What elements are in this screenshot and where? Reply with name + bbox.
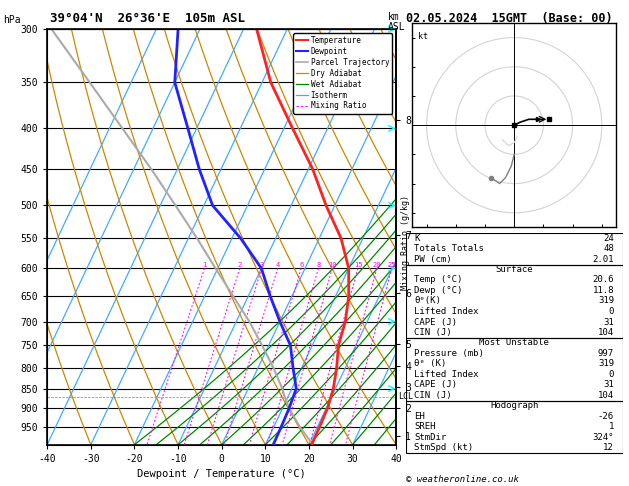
Text: 319: 319 xyxy=(598,359,614,368)
Text: 02.05.2024  15GMT  (Base: 00): 02.05.2024 15GMT (Base: 00) xyxy=(406,12,612,25)
Text: 24: 24 xyxy=(603,234,614,243)
Text: 3: 3 xyxy=(260,262,264,268)
Text: 0: 0 xyxy=(609,307,614,316)
Text: 10: 10 xyxy=(328,262,337,268)
Text: 104: 104 xyxy=(598,328,614,337)
Text: © weatheronline.co.uk: © weatheronline.co.uk xyxy=(406,475,518,484)
Text: 25: 25 xyxy=(387,262,396,268)
Text: 997: 997 xyxy=(598,348,614,358)
Text: θᵉ(K): θᵉ(K) xyxy=(415,296,442,306)
Text: 319: 319 xyxy=(598,296,614,306)
Text: CAPE (J): CAPE (J) xyxy=(415,318,457,327)
Text: Mixing Ratio (g/kg): Mixing Ratio (g/kg) xyxy=(401,195,410,291)
Text: StmDir: StmDir xyxy=(415,433,447,442)
Text: km: km xyxy=(388,12,400,22)
Text: 324°: 324° xyxy=(593,433,614,442)
Text: LCL: LCL xyxy=(398,392,413,401)
Text: 104: 104 xyxy=(598,391,614,400)
Text: 39°04'N  26°36'E  105m ASL: 39°04'N 26°36'E 105m ASL xyxy=(50,12,245,25)
Text: 0: 0 xyxy=(609,370,614,379)
Text: 11.8: 11.8 xyxy=(593,286,614,295)
Text: 4: 4 xyxy=(276,262,280,268)
Text: StmSpd (kt): StmSpd (kt) xyxy=(415,443,474,452)
Text: EH: EH xyxy=(415,412,425,420)
Text: PW (cm): PW (cm) xyxy=(415,255,452,264)
Text: 12: 12 xyxy=(603,443,614,452)
Text: θᵉ (K): θᵉ (K) xyxy=(415,359,447,368)
Text: 31: 31 xyxy=(603,381,614,389)
Text: CIN (J): CIN (J) xyxy=(415,391,452,400)
Text: SREH: SREH xyxy=(415,422,436,431)
Text: Pressure (mb): Pressure (mb) xyxy=(415,348,484,358)
Text: 1: 1 xyxy=(203,262,206,268)
Text: 2.01: 2.01 xyxy=(593,255,614,264)
Text: Temp (°C): Temp (°C) xyxy=(415,275,463,284)
Text: 2: 2 xyxy=(238,262,242,268)
Text: 20: 20 xyxy=(372,262,381,268)
Legend: Temperature, Dewpoint, Parcel Trajectory, Dry Adiabat, Wet Adiabat, Isotherm, Mi: Temperature, Dewpoint, Parcel Trajectory… xyxy=(293,33,392,114)
Text: 31: 31 xyxy=(603,318,614,327)
Text: 8: 8 xyxy=(316,262,321,268)
Text: 1: 1 xyxy=(609,422,614,431)
Text: Lifted Index: Lifted Index xyxy=(415,370,479,379)
Text: Dewp (°C): Dewp (°C) xyxy=(415,286,463,295)
Text: Hodograph: Hodograph xyxy=(490,401,538,410)
Text: K: K xyxy=(415,234,420,243)
Text: 6: 6 xyxy=(299,262,303,268)
Text: ASL: ASL xyxy=(388,22,406,32)
X-axis label: Dewpoint / Temperature (°C): Dewpoint / Temperature (°C) xyxy=(137,469,306,479)
Text: CAPE (J): CAPE (J) xyxy=(415,381,457,389)
Text: 15: 15 xyxy=(353,262,362,268)
Text: -26: -26 xyxy=(598,412,614,420)
Text: Totals Totals: Totals Totals xyxy=(415,244,484,254)
Text: Surface: Surface xyxy=(496,265,533,274)
Text: kt: kt xyxy=(418,32,428,41)
Text: 48: 48 xyxy=(603,244,614,254)
Text: 20.6: 20.6 xyxy=(593,275,614,284)
Text: Lifted Index: Lifted Index xyxy=(415,307,479,316)
Text: CIN (J): CIN (J) xyxy=(415,328,452,337)
Text: Most Unstable: Most Unstable xyxy=(479,338,549,347)
Text: hPa: hPa xyxy=(3,15,21,25)
